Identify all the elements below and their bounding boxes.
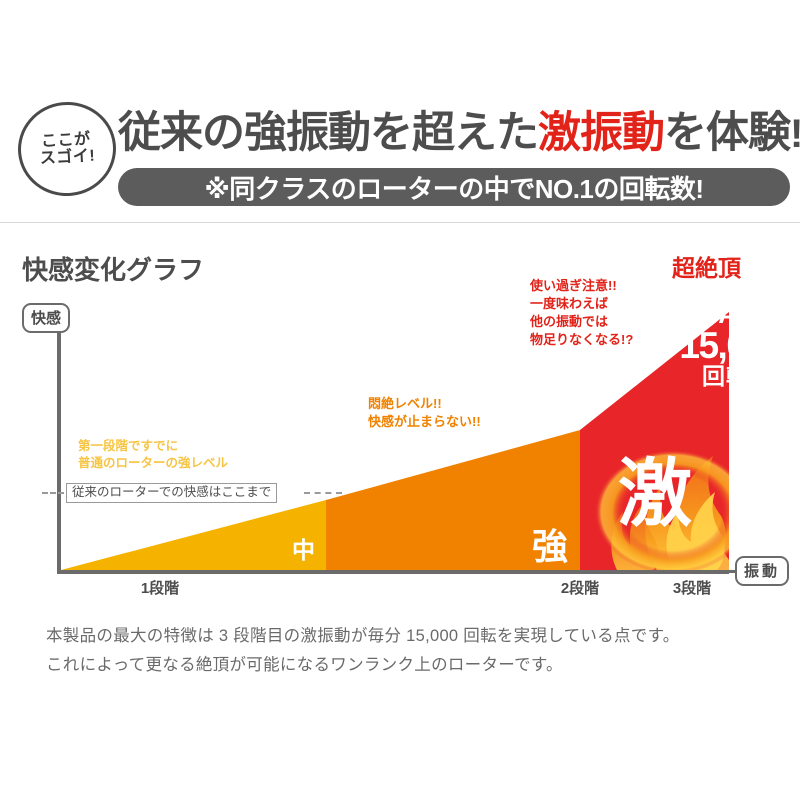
- chart-section: 快感変化グラフ: [0, 225, 800, 620]
- subtitle-bar: ※同クラスのローターの中でNO.1の回転数!: [118, 168, 790, 206]
- annotation-stage3: 使い過ぎ注意!! 一度味わえば 他の振動では 物足りなくなる!?: [530, 277, 633, 349]
- segment-stage1: [61, 500, 326, 570]
- headline-suffix: を体験: [664, 109, 791, 157]
- flame-graphic: [595, 450, 729, 570]
- headline-prefix: 従来の強振動を超えた: [118, 109, 539, 157]
- level-mark-chu: 中: [292, 537, 315, 563]
- headline-highlight: 激振動: [538, 109, 665, 157]
- x-tick-stage1: 1段階: [140, 580, 180, 597]
- max-label: MAX: [695, 299, 757, 329]
- pleasure-area-graph: [61, 312, 729, 570]
- annotation-stage2-line1: 悶絶レベル!!: [368, 396, 442, 411]
- headline: 従来の強振動を超えた激振動を体験!!: [118, 103, 800, 163]
- annotation-stage3-line1: 使い過ぎ注意!!: [530, 278, 617, 293]
- max-rpm-badge: MAX 毎 分 15,000 回転: [660, 301, 792, 388]
- footer-caption: 本製品の最大の特徴は 3 段階目の激振動が毎分 15,000 回転を実現している…: [46, 622, 766, 680]
- footer-caption-line2: これによって更なる絶頂が可能になるワンランク上のローターです。: [46, 655, 563, 674]
- x-tick-stage3: 3段階: [672, 580, 712, 597]
- annotation-stage3-line4: 物足りなくなる!?: [530, 331, 634, 347]
- y-axis-line: [57, 323, 61, 572]
- dash-line-right: [304, 492, 342, 494]
- x-axis-label-connector: [718, 570, 738, 573]
- rpm-unit-label: 回転: [702, 363, 750, 390]
- annotation-stage2-line2: 快感が止まらない!!: [368, 414, 481, 430]
- annotation-stage2: 悶絶レベル!! 快感が止まらない!!: [368, 395, 481, 431]
- annotation-stage1-line2: 普通のローターの強レベル: [78, 455, 229, 470]
- segment-stage2: [326, 430, 580, 570]
- chart-title: 快感変化グラフ: [22, 255, 205, 285]
- chart-plot-area: 激 中 強: [61, 250, 729, 570]
- header-divider: [0, 222, 800, 223]
- annotation-stage3-line3: 他の振動では: [530, 313, 609, 329]
- annotation-stage1-line1: 第一段階ですでに: [78, 439, 179, 453]
- rpm-value: 15,000: [679, 325, 785, 366]
- previous-rotor-label: 従来のローターでの快感はここまで: [66, 483, 278, 503]
- koko-ga-sugoi-badge: ここが スゴイ!: [13, 97, 121, 201]
- geki-glyph: 激: [618, 452, 692, 535]
- level-mark-kyou: 強: [532, 526, 569, 567]
- previous-rotor-marker: 従来のローターでの快感はここまで: [42, 483, 342, 503]
- x-axis-line: [57, 570, 729, 574]
- y-axis-label: 快感: [22, 303, 71, 333]
- per-minute-char-2: 分: [668, 345, 679, 357]
- top-caption-chozecchou: 超絶頂: [672, 255, 741, 281]
- footer-caption-line1: 本製品の最大の特徴は 3 段階目の激振動が毎分 15,000 回転を実現している…: [46, 627, 680, 645]
- per-minute-label: 毎 分: [668, 335, 679, 357]
- annotation-stage1: 第一段階ですでに 普通のローターの強レベル: [78, 438, 228, 472]
- x-axis-label: 振動: [735, 556, 790, 586]
- subtitle-text: ※同クラスのローターの中でNO.1の回転数!: [204, 173, 704, 204]
- annotation-stage3-line2: 一度味わえば: [530, 295, 609, 311]
- per-minute-char-1: 毎: [668, 335, 679, 347]
- dash-line-left: [42, 492, 64, 494]
- headline-exclamation: !!: [790, 112, 800, 156]
- x-tick-stage2: 2段階: [560, 580, 600, 597]
- badge-line-2: スゴイ!: [39, 147, 96, 168]
